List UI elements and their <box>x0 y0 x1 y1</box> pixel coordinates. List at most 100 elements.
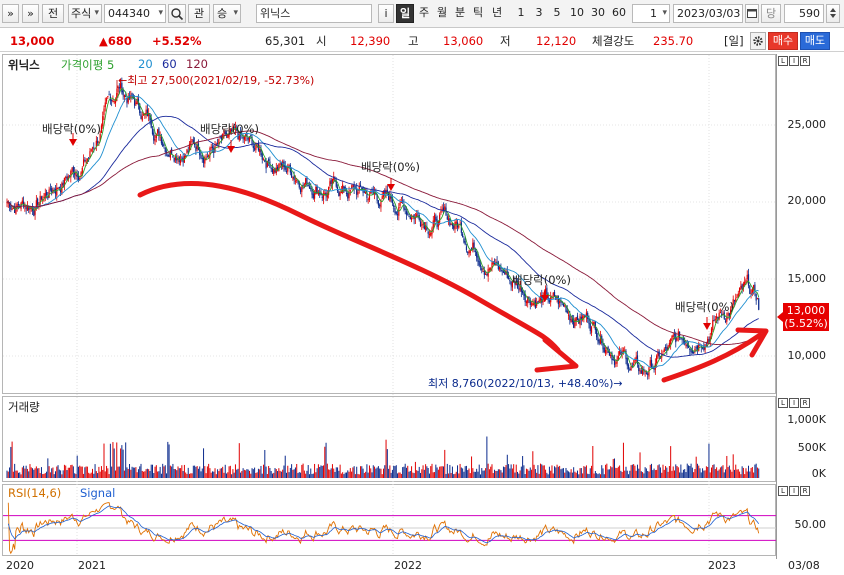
candle-body <box>141 116 143 121</box>
candle-body <box>400 201 402 203</box>
candle-body <box>320 192 322 196</box>
interval-60[interactable]: 60 <box>612 6 626 19</box>
updown-select[interactable]: 승 <box>213 4 241 23</box>
candle-body <box>155 133 157 139</box>
dividend-marker <box>387 184 395 191</box>
candle-body <box>40 196 43 200</box>
candle-body <box>676 338 678 341</box>
candle-body <box>164 147 166 152</box>
candle-body <box>160 136 163 144</box>
panel-ctrl-i[interactable]: I <box>789 56 799 66</box>
candle-body <box>256 143 258 145</box>
candle-body <box>245 134 247 136</box>
candle-body <box>296 179 298 181</box>
candle-body <box>321 196 323 198</box>
candle-body <box>81 167 83 174</box>
candle-body <box>146 109 148 116</box>
candle-body <box>238 133 240 141</box>
calendar-button[interactable] <box>745 4 759 23</box>
panel-ctrl-r[interactable]: R <box>800 56 810 66</box>
panel-ctrl-l[interactable]: L <box>778 56 788 66</box>
candle-body <box>446 216 448 220</box>
candle-body <box>645 372 648 374</box>
search-icon <box>171 8 184 21</box>
date-input[interactable]: 2023/03/03 <box>673 4 743 23</box>
count-select[interactable]: 1 <box>632 4 670 23</box>
candle-body <box>185 154 187 158</box>
interval-30[interactable]: 30 <box>591 6 605 19</box>
candle-body <box>347 192 349 199</box>
candle-body <box>624 349 626 351</box>
nav-left-button[interactable]: » <box>2 4 19 23</box>
candle-body <box>45 192 48 196</box>
exchange-button[interactable]: 전 <box>42 4 64 23</box>
candle-body <box>592 322 594 326</box>
candle-body <box>654 363 656 370</box>
candle-body <box>518 288 520 290</box>
period-day-tab[interactable]: 일 <box>396 4 414 23</box>
candle-body <box>567 314 570 316</box>
interval-1[interactable]: 1 <box>517 6 525 19</box>
rsi-ctrl-i[interactable]: I <box>789 486 799 496</box>
candle-body <box>306 178 308 185</box>
category-select[interactable]: 주식 <box>68 4 102 23</box>
rsi-panel[interactable] <box>2 484 776 556</box>
sell-button[interactable]: 매도 <box>800 32 830 50</box>
vol-ctrl-l[interactable]: L <box>778 398 788 408</box>
candle-body <box>127 96 129 103</box>
vol-ctrl-i[interactable]: I <box>789 398 799 408</box>
candle-body <box>357 191 359 195</box>
candle-body <box>70 171 72 178</box>
candle-body <box>566 310 568 313</box>
bar-count-spinner[interactable] <box>826 4 840 23</box>
period-month-tab[interactable]: 월 <box>436 6 448 19</box>
candle-body <box>153 132 155 141</box>
candle-body <box>248 136 251 142</box>
search-button[interactable] <box>168 4 186 23</box>
candle-body <box>610 355 612 357</box>
candle-body <box>131 93 133 96</box>
candle-body <box>731 305 733 308</box>
price-axis[interactable] <box>776 54 842 559</box>
volume-panel-title: 거래량 <box>8 400 40 414</box>
period-minute-tab[interactable]: 분 <box>454 6 466 19</box>
candle-body <box>125 95 127 97</box>
period-tick-tab[interactable]: 틱 <box>472 6 484 19</box>
volume-panel[interactable] <box>2 396 776 482</box>
candle-body <box>551 295 553 297</box>
buy-button[interactable]: 매수 <box>768 32 798 50</box>
interval-5[interactable]: 5 <box>553 6 561 19</box>
candle-body <box>559 301 561 303</box>
candle-body <box>219 137 221 139</box>
price-panel[interactable] <box>2 54 776 394</box>
period-tick-i[interactable]: i <box>378 4 394 23</box>
candle-body <box>479 264 482 267</box>
candle-body <box>76 174 78 177</box>
candle-body <box>25 207 27 210</box>
period-year-tab[interactable]: 년 <box>491 6 503 19</box>
rsi-ctrl-l[interactable]: L <box>778 486 788 496</box>
candle-body <box>43 196 45 199</box>
interval-10[interactable]: 10 <box>570 6 584 19</box>
rsi-ctrl-r[interactable]: R <box>800 486 810 496</box>
candle-body <box>72 167 74 173</box>
candle-body <box>299 188 302 193</box>
candle-body <box>315 186 317 195</box>
stock-code-input[interactable]: 044340 <box>104 4 166 23</box>
date-mode-button[interactable]: 당 <box>761 4 781 23</box>
candle-body <box>404 208 406 210</box>
candle-body <box>82 159 85 167</box>
vol-ctrl-r[interactable]: R <box>800 398 810 408</box>
ma20-legend: 20 <box>138 57 153 71</box>
candle-body <box>537 301 539 303</box>
nav-menu-button[interactable]: » <box>22 4 39 23</box>
period-week-tab[interactable]: 주 <box>418 6 430 19</box>
interest-button[interactable]: 관 <box>188 4 210 23</box>
bar-count-input[interactable]: 590 <box>784 4 824 23</box>
interval-3[interactable]: 3 <box>535 6 543 19</box>
settings-button[interactable] <box>750 32 766 50</box>
candle-body <box>477 256 479 262</box>
candle-body <box>316 186 318 194</box>
candle-body <box>233 127 235 129</box>
candle-body <box>100 125 103 133</box>
